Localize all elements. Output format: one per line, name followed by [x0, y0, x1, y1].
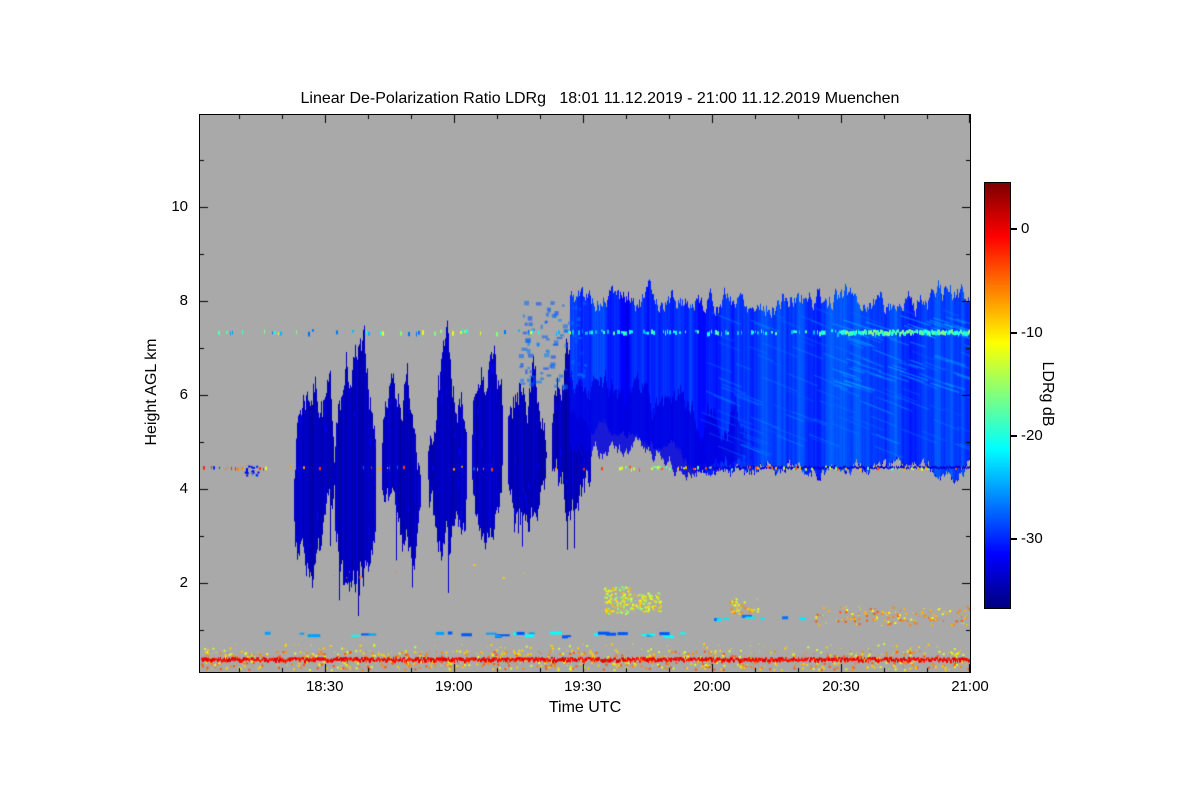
x-tick-label: 18:30	[305, 678, 344, 695]
colorbar-tick-mark	[1011, 434, 1017, 437]
y-tick-label: 2	[179, 573, 188, 591]
y-axis-label: Height AGL km	[143, 338, 160, 446]
colorbar-label: LDRg dB	[1039, 361, 1056, 427]
colorbar-tick-label: 0	[1021, 220, 1030, 238]
chart-title: Linear De-Polarization Ratio LDRg 18:01 …	[300, 90, 900, 107]
colorbar-tick-label: -20	[1021, 426, 1043, 444]
heatmap-canvas	[200, 115, 970, 672]
colorbar-tick-mark	[1011, 537, 1017, 540]
y-tick-label: 8	[179, 291, 188, 309]
colorbar-tick-mark	[1011, 331, 1017, 334]
colorbar-tick-label: -10	[1021, 323, 1043, 341]
y-tick-label: 6	[179, 385, 188, 403]
x-tick-label: 20:30	[822, 678, 860, 695]
x-axis-label: Time UTC	[548, 699, 622, 716]
x-tick-label: 19:30	[564, 678, 602, 695]
y-tick-label: 10	[171, 197, 188, 215]
x-tick-label: 21:00	[951, 678, 989, 695]
x-tick-label: 20:00	[693, 678, 731, 695]
x-tick-label: 19:00	[435, 678, 473, 695]
colorbar-tick-label: -30	[1021, 529, 1043, 547]
colorbar-canvas	[985, 183, 1010, 608]
y-tick-label: 4	[179, 479, 188, 497]
colorbar-tick-mark	[1011, 228, 1017, 231]
